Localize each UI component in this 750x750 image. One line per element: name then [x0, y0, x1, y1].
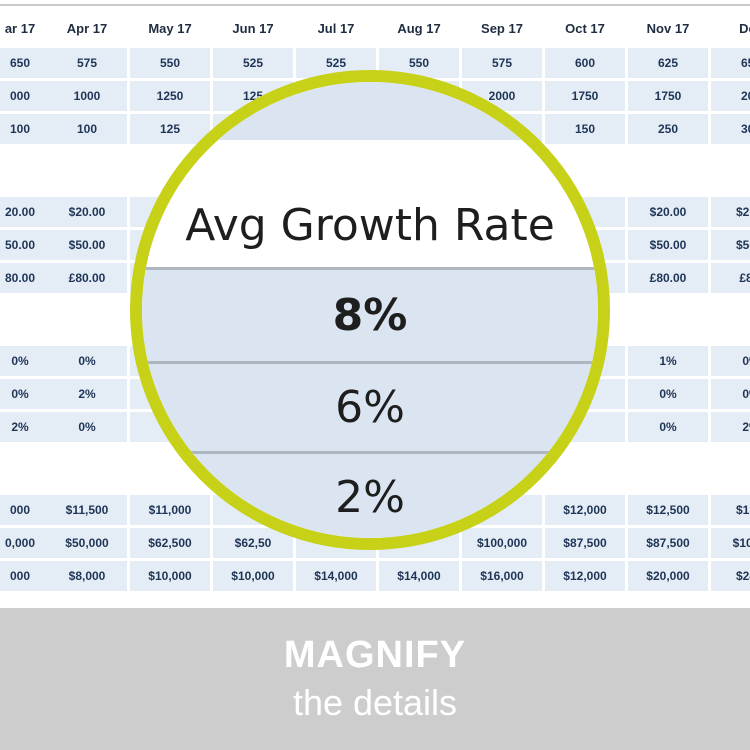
table-cell: $20.00: [628, 197, 708, 227]
growth-rate-value-1: 8%: [332, 290, 408, 341]
column-header: Jun 17: [232, 21, 274, 36]
table-cell: £80.00: [47, 263, 127, 293]
table-cell: 600: [545, 48, 625, 78]
table-cell: $14,000: [296, 561, 376, 591]
column-header: Nov 17: [646, 21, 690, 36]
table-cell: 1%: [628, 346, 708, 376]
table-cell: $50.0: [711, 230, 750, 260]
table-cell: 200: [711, 81, 750, 111]
table-cell: 0%: [628, 379, 708, 409]
table-cell: 550: [130, 48, 210, 78]
table-cell: 300: [711, 114, 750, 144]
column-header: Oct 17: [565, 21, 605, 36]
table-cell: £80.00: [628, 263, 708, 293]
table-cell: 1000: [47, 81, 127, 111]
table-cell: 100: [47, 114, 127, 144]
column-header: Aug 17: [397, 21, 441, 36]
table-cell: 0%: [628, 412, 708, 442]
magnifier-lens: Avg Growth Rate 8% 6% 2%: [130, 70, 610, 550]
table-cell: 0%: [47, 412, 127, 442]
lens-divider: [142, 451, 598, 454]
table-cell: 0%: [711, 379, 750, 409]
table-cell: 2%: [711, 412, 750, 442]
column-header: Jul 17: [317, 21, 355, 36]
banner-subline: the details: [292, 682, 458, 723]
table-cell: $20,000: [628, 561, 708, 591]
table-cell: $8,000: [47, 561, 127, 591]
column-header: Dec: [739, 21, 750, 36]
table-cell: 0%: [47, 346, 127, 376]
table-cell: $24,0: [711, 561, 750, 591]
lens-divider: [142, 267, 598, 270]
table-cell: 525: [213, 48, 293, 78]
table-cell: 250: [628, 114, 708, 144]
column-header: ar 17: [4, 21, 36, 36]
table-cell: $10,000: [213, 561, 293, 591]
table-cell: $20.00: [47, 197, 127, 227]
table-cell: £80.: [711, 263, 750, 293]
table-cell: 650: [711, 48, 750, 78]
column-header: May 17: [148, 21, 192, 36]
table-cell: 2%: [47, 379, 127, 409]
table-cell: 625: [628, 48, 708, 78]
growth-rate-value-2: 6%: [335, 382, 405, 433]
spreadsheet-background: ar 17 Apr 17 May 17 Jun 17 Jul 17 Aug 17 Sep 1…: [0, 4, 750, 591]
table-cell: 575: [47, 48, 127, 78]
column-header: Sep 17: [481, 21, 523, 36]
table-cell: $12,500: [628, 495, 708, 525]
table-cell: $50.00: [628, 230, 708, 260]
lens-row-shade: [142, 82, 598, 140]
table-cell: $50,000: [47, 528, 127, 558]
magnify-banner: MAGNIFY the details: [0, 608, 750, 750]
table-cell: 575: [462, 48, 542, 78]
table-cell: 1750: [628, 81, 708, 111]
growth-rate-value-3: 2%: [335, 472, 405, 523]
banner-headline: MAGNIFY: [283, 634, 467, 676]
table-cell: $16,000: [462, 561, 542, 591]
table-cell: $11,500: [47, 495, 127, 525]
table-cell: $20.0: [711, 197, 750, 227]
avg-growth-rate-heading: Avg Growth Rate: [185, 200, 555, 251]
table-cell: 0%: [711, 346, 750, 376]
table-cell: $10,000: [130, 561, 210, 591]
table-cell: $100,0: [711, 528, 750, 558]
table-cell: $13,0: [711, 495, 750, 525]
table-cell: $87,500: [628, 528, 708, 558]
table-cell: $50.00: [47, 230, 127, 260]
table-cell: $12,000: [545, 561, 625, 591]
lens-values-shade: [142, 270, 598, 538]
header-rule: [0, 4, 750, 6]
column-header: Apr 17: [66, 21, 108, 36]
lens-divider: [142, 361, 598, 364]
table-cell: $14,000: [379, 561, 459, 591]
